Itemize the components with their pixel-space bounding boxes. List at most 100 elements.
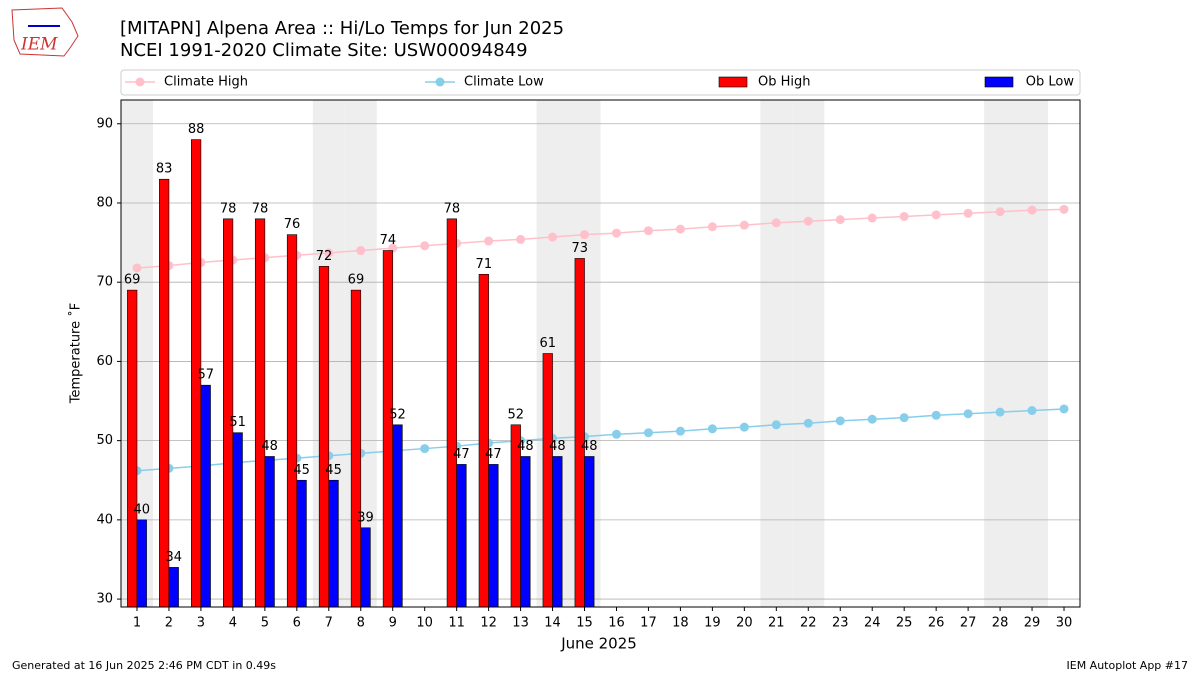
line-marker bbox=[1059, 404, 1069, 414]
bar bbox=[456, 464, 467, 608]
bar bbox=[542, 353, 553, 608]
bar bbox=[286, 234, 298, 608]
value-label: 72 bbox=[316, 249, 333, 264]
x-tick-label: 8 bbox=[357, 616, 365, 631]
x-tick-label: 28 bbox=[992, 616, 1009, 631]
y-tick-label: 40 bbox=[96, 512, 113, 527]
line-marker bbox=[835, 416, 845, 426]
x-tick-label: 9 bbox=[389, 616, 397, 631]
line-marker bbox=[707, 222, 717, 232]
line-marker bbox=[643, 428, 653, 438]
line-marker bbox=[324, 248, 334, 258]
value-label: 57 bbox=[197, 368, 214, 383]
x-tick-label: 25 bbox=[896, 616, 913, 631]
bar bbox=[360, 527, 371, 608]
line-marker bbox=[707, 424, 717, 434]
value-label: 78 bbox=[220, 201, 237, 216]
line-marker bbox=[899, 413, 909, 423]
bar bbox=[446, 218, 457, 608]
x-tick-label: 19 bbox=[704, 616, 721, 631]
value-label: 78 bbox=[444, 201, 461, 216]
line-marker bbox=[420, 241, 430, 251]
x-tick-label: 7 bbox=[325, 616, 333, 631]
x-tick-label: 24 bbox=[864, 616, 881, 631]
bar bbox=[574, 258, 585, 608]
value-label: 40 bbox=[134, 502, 151, 517]
line-marker bbox=[899, 211, 909, 221]
x-tick-label: 17 bbox=[640, 616, 657, 631]
bar bbox=[232, 432, 243, 608]
value-label: 74 bbox=[380, 233, 397, 248]
x-tick-label: 13 bbox=[512, 616, 529, 631]
line-marker bbox=[611, 228, 621, 238]
x-tick-label: 30 bbox=[1056, 616, 1073, 631]
line-marker bbox=[963, 409, 973, 419]
x-tick-label: 12 bbox=[480, 616, 497, 631]
value-label: 47 bbox=[485, 447, 502, 462]
line-marker bbox=[739, 220, 749, 230]
value-label: 83 bbox=[156, 162, 173, 177]
line-marker bbox=[675, 426, 685, 436]
y-tick-label: 80 bbox=[96, 195, 113, 210]
line-marker bbox=[675, 224, 685, 234]
line-marker bbox=[611, 429, 621, 439]
y-tick-label: 50 bbox=[96, 433, 113, 448]
bar bbox=[350, 289, 362, 608]
x-tick-label: 6 bbox=[293, 616, 301, 631]
x-tick-label: 3 bbox=[197, 616, 205, 631]
y-tick-label: 90 bbox=[96, 116, 113, 131]
value-label: 45 bbox=[293, 463, 310, 478]
bar bbox=[254, 218, 266, 608]
x-tick-label: 15 bbox=[576, 616, 593, 631]
value-label: 78 bbox=[252, 201, 269, 216]
line-marker bbox=[1027, 205, 1037, 215]
line-marker bbox=[995, 207, 1005, 217]
y-axis-label: Temperature ˚F bbox=[68, 303, 84, 404]
legend-swatch bbox=[984, 76, 1014, 88]
value-label: 51 bbox=[229, 415, 246, 430]
x-tick-label: 4 bbox=[229, 616, 237, 631]
line-marker bbox=[420, 444, 430, 454]
bar bbox=[318, 266, 330, 608]
line-marker bbox=[803, 418, 813, 428]
line-marker bbox=[771, 218, 781, 228]
bar bbox=[127, 289, 138, 608]
bar bbox=[200, 384, 211, 608]
bar bbox=[168, 567, 179, 608]
value-label: 61 bbox=[539, 336, 556, 351]
legend-label: Climate Low bbox=[464, 75, 544, 90]
value-label: 48 bbox=[549, 439, 566, 454]
x-tick-label: 27 bbox=[960, 616, 977, 631]
x-tick-label: 23 bbox=[832, 616, 849, 631]
x-tick-label: 26 bbox=[928, 616, 945, 631]
legend-swatch bbox=[718, 76, 748, 88]
line-marker bbox=[803, 216, 813, 226]
x-tick-label: 16 bbox=[608, 616, 625, 631]
line-marker bbox=[643, 226, 653, 236]
x-tick-label: 2 bbox=[165, 616, 173, 631]
y-tick-label: 70 bbox=[96, 275, 113, 290]
value-label: 47 bbox=[453, 447, 470, 462]
legend-box bbox=[120, 69, 1081, 96]
value-label: 48 bbox=[261, 439, 278, 454]
line-marker bbox=[1059, 204, 1069, 214]
line-marker bbox=[835, 215, 845, 225]
line-marker bbox=[580, 230, 590, 240]
chart-title: [MITAPN] Alpena Area :: Hi/Lo Temps for … bbox=[120, 18, 564, 39]
line-marker bbox=[963, 208, 973, 218]
value-label: 69 bbox=[124, 273, 141, 288]
legend-marker bbox=[435, 77, 445, 87]
footer-right: IEM Autoplot App #17 bbox=[1067, 659, 1189, 672]
x-tick-label: 21 bbox=[768, 616, 785, 631]
line-marker bbox=[548, 232, 558, 242]
logo-text: IEM bbox=[20, 35, 58, 55]
x-tick-label: 14 bbox=[544, 616, 561, 631]
plot-area bbox=[121, 100, 1080, 608]
line-marker bbox=[356, 246, 366, 256]
value-label: 71 bbox=[476, 257, 493, 272]
x-axis-label: June 2025 bbox=[560, 635, 637, 653]
value-label: 48 bbox=[517, 439, 534, 454]
legend-label: Ob Low bbox=[1026, 75, 1075, 90]
x-tick-label: 10 bbox=[416, 616, 433, 631]
bar bbox=[296, 479, 307, 608]
